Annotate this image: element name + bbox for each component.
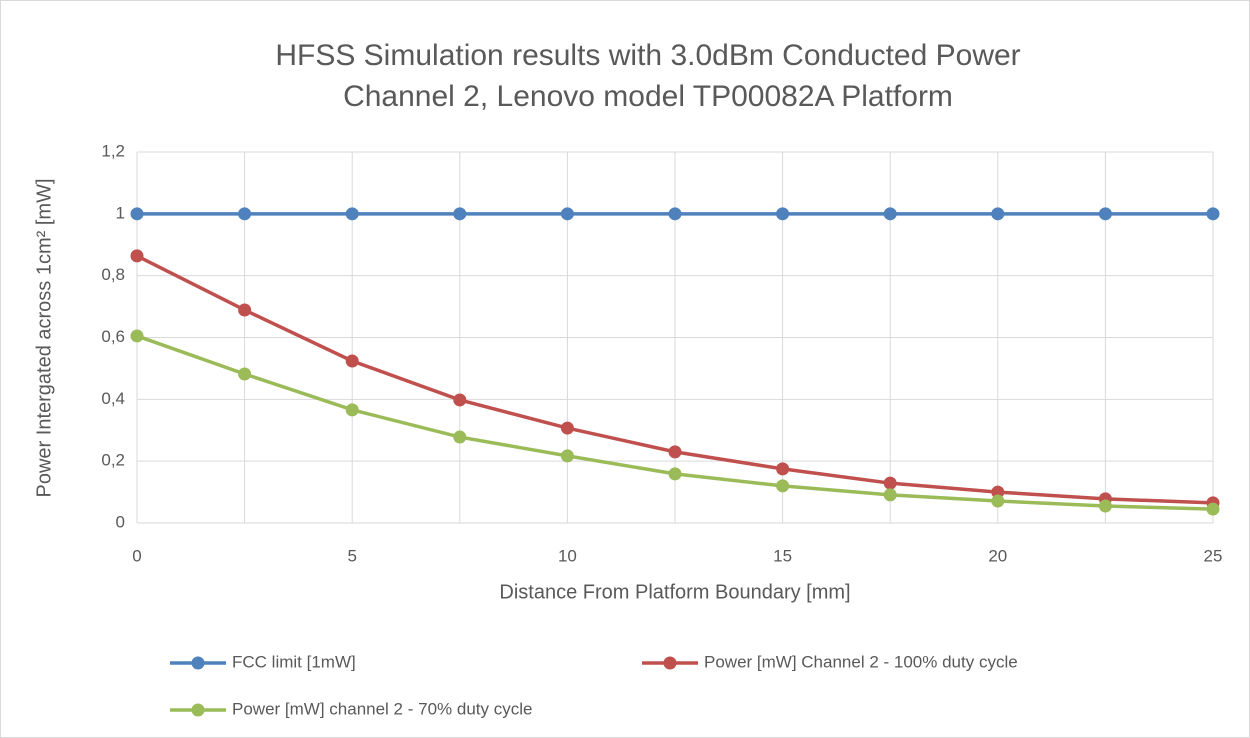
data-point	[560, 449, 574, 463]
data-point	[130, 207, 144, 221]
y-tick-label: 0,2	[101, 451, 125, 470]
data-point	[345, 207, 359, 221]
x-tick-label: 10	[558, 546, 577, 565]
y-tick-label: 0	[116, 512, 125, 531]
y-axis-label: Power Intergated across 1cm² [mW]	[33, 179, 55, 498]
x-axis-label: Distance From Platform Boundary [mm]	[499, 581, 850, 603]
data-point	[991, 207, 1005, 221]
x-tick-label: 20	[988, 546, 1007, 565]
legend-label: FCC limit [1mW]	[232, 652, 356, 671]
data-point	[991, 494, 1005, 508]
x-tick-label: 15	[773, 546, 792, 565]
legend-label: Power [mW] Channel 2 - 100% duty cycle	[704, 652, 1018, 671]
data-point	[130, 249, 144, 263]
data-point	[1206, 502, 1220, 516]
data-point	[453, 207, 467, 221]
data-point	[560, 207, 574, 221]
legend-swatch-marker	[663, 656, 677, 670]
x-tick-label: 5	[347, 546, 356, 565]
data-point	[238, 303, 252, 317]
data-point	[130, 329, 144, 343]
data-point	[883, 207, 897, 221]
data-point	[776, 479, 790, 493]
legend-swatch-marker	[191, 656, 205, 670]
y-tick-label: 0,8	[101, 265, 125, 284]
data-point	[668, 467, 682, 481]
data-point	[560, 421, 574, 435]
data-point	[668, 445, 682, 459]
y-tick-label: 0,6	[101, 327, 125, 346]
y-tick-label: 1,2	[101, 141, 125, 160]
data-point	[345, 354, 359, 368]
data-point	[345, 403, 359, 417]
data-point	[238, 367, 252, 381]
data-point	[453, 430, 467, 444]
x-tick-label: 25	[1204, 546, 1223, 565]
data-point	[776, 207, 790, 221]
x-tick-label: 0	[132, 546, 141, 565]
data-point	[883, 488, 897, 502]
data-point	[776, 462, 790, 476]
data-point	[668, 207, 682, 221]
data-point	[1206, 207, 1220, 221]
data-point	[238, 207, 252, 221]
data-point	[883, 476, 897, 490]
y-tick-label: 0,4	[101, 389, 125, 408]
data-point	[1098, 207, 1112, 221]
data-point	[453, 393, 467, 407]
chart-title: HFSS Simulation results with 3.0dBm Cond…	[275, 39, 1020, 72]
y-tick-label: 1	[116, 203, 125, 222]
data-point	[1098, 499, 1112, 513]
data-point	[991, 485, 1005, 499]
legend-swatch-marker	[191, 703, 205, 717]
chart-subtitle: Channel 2, Lenovo model TP00082A Platfor…	[343, 80, 953, 113]
legend-label: Power [mW] channel 2 - 70% duty cycle	[232, 699, 532, 718]
